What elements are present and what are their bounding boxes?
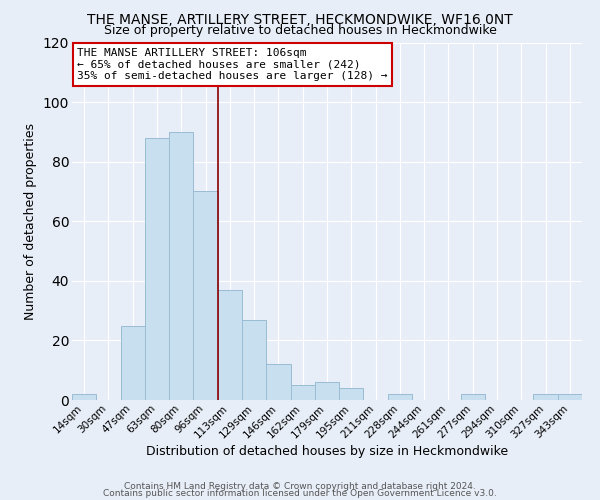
Y-axis label: Number of detached properties: Number of detached properties [24, 122, 37, 320]
Bar [339, 388, 364, 400]
Bar [242, 320, 266, 400]
X-axis label: Distribution of detached houses by size in Heckmondwike: Distribution of detached houses by size … [146, 445, 508, 458]
Text: THE MANSE ARTILLERY STREET: 106sqm
← 65% of detached houses are smaller (242)
35: THE MANSE ARTILLERY STREET: 106sqm ← 65%… [77, 48, 388, 81]
Bar [315, 382, 339, 400]
Bar [121, 326, 145, 400]
Bar [558, 394, 582, 400]
Bar [461, 394, 485, 400]
Bar [266, 364, 290, 400]
Bar [218, 290, 242, 400]
Text: Contains public sector information licensed under the Open Government Licence v3: Contains public sector information licen… [103, 490, 497, 498]
Text: THE MANSE, ARTILLERY STREET, HECKMONDWIKE, WF16 0NT: THE MANSE, ARTILLERY STREET, HECKMONDWIK… [87, 12, 513, 26]
Bar [72, 394, 96, 400]
Bar [388, 394, 412, 400]
Bar [533, 394, 558, 400]
Bar [290, 385, 315, 400]
Bar [169, 132, 193, 400]
Bar [193, 192, 218, 400]
Text: Size of property relative to detached houses in Heckmondwike: Size of property relative to detached ho… [104, 24, 496, 37]
Text: Contains HM Land Registry data © Crown copyright and database right 2024.: Contains HM Land Registry data © Crown c… [124, 482, 476, 491]
Bar [145, 138, 169, 400]
